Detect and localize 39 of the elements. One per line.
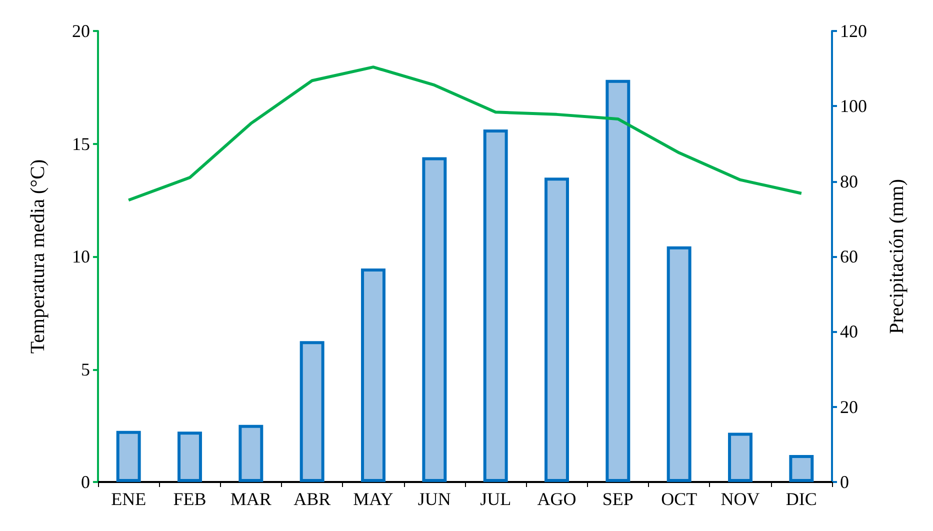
bar bbox=[544, 178, 569, 482]
bar bbox=[606, 80, 630, 482]
bar bbox=[116, 430, 141, 482]
bar bbox=[728, 432, 752, 482]
x-tick-label: AGO bbox=[537, 489, 576, 509]
y2-tick-label: 80 bbox=[840, 171, 858, 192]
y-axis-title: Temperatura media (°C) bbox=[27, 159, 49, 354]
bar bbox=[361, 268, 386, 482]
bar bbox=[666, 246, 692, 482]
bar bbox=[422, 157, 447, 482]
x-tick-label: MAY bbox=[353, 489, 394, 509]
x-tick-label: SEP bbox=[602, 489, 634, 509]
y2-tick-label: 120 bbox=[840, 21, 867, 41]
x-tick-label: MAR bbox=[230, 489, 272, 509]
x-tick-label: NOV bbox=[720, 489, 760, 509]
x-tick-label: JUL bbox=[480, 489, 512, 509]
y-tick-label: 5 bbox=[81, 359, 90, 380]
x-tick-label: DIC bbox=[786, 489, 817, 509]
x-tick-label: OCT bbox=[661, 489, 698, 509]
bar bbox=[238, 424, 264, 482]
bar bbox=[789, 454, 814, 482]
y2-axis-title: Precipitación (mm) bbox=[886, 179, 908, 334]
y-tick-label: 10 bbox=[72, 246, 90, 266]
y2-tick-label: 20 bbox=[840, 396, 858, 417]
x-tick-label: ABR bbox=[294, 489, 331, 509]
bar bbox=[483, 129, 508, 482]
bar bbox=[300, 341, 324, 482]
y2-tick-label: 0 bbox=[840, 472, 849, 492]
line-series bbox=[127, 66, 803, 202]
y2-tick-label: 60 bbox=[840, 246, 858, 266]
y2-tick-label: 100 bbox=[840, 96, 867, 116]
x-tick-label: ENE bbox=[111, 489, 146, 509]
x-tick-label: FEB bbox=[173, 489, 206, 509]
y-tick-label: 15 bbox=[72, 134, 90, 154]
x-tick-label: JUN bbox=[418, 489, 451, 509]
bar bbox=[178, 432, 202, 482]
y2-tick-label: 40 bbox=[840, 322, 858, 342]
y-tick-label: 0 bbox=[81, 472, 90, 492]
y-tick-label: 20 bbox=[72, 21, 90, 41]
